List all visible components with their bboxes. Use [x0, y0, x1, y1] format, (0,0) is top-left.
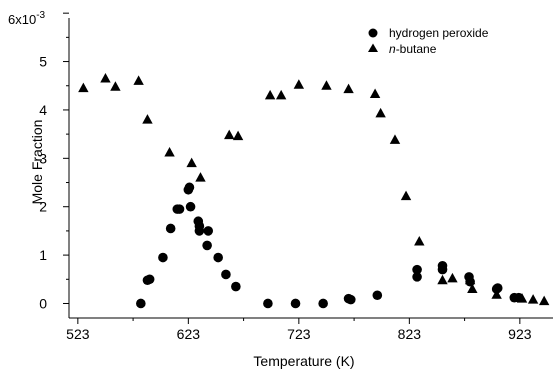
data-point-hydrogen-peroxide	[437, 264, 448, 275]
data-point-hydrogen-peroxide	[221, 269, 231, 280]
data-point-n-butane	[164, 147, 175, 157]
data-point-n-butane	[464, 274, 476, 285]
data-point-hydrogen-peroxide	[165, 223, 176, 234]
y-tick-label: 3	[39, 150, 47, 166]
data-point-hydrogen-peroxide	[318, 298, 328, 309]
data-point-hydrogen-peroxide	[144, 274, 155, 285]
data-point-hydrogen-peroxide	[136, 298, 146, 309]
data-point-n-butane	[224, 129, 235, 140]
series-hydrogen-peroxide	[136, 182, 524, 309]
data-point-hydrogen-peroxide	[492, 283, 503, 293]
x-tick-label: 823	[398, 326, 422, 342]
data-point-hydrogen-peroxide	[203, 226, 214, 236]
data-point-hydrogen-peroxide	[194, 226, 205, 236]
data-point-n-butane	[264, 89, 276, 100]
data-point-n-butane	[142, 114, 153, 124]
data-point-hydrogen-peroxide	[263, 298, 273, 309]
series-n-butane	[78, 72, 550, 306]
x-tick-label: 723	[287, 326, 311, 342]
data-point-hydrogen-peroxide	[174, 204, 185, 214]
x-tick-label: 923	[508, 326, 532, 342]
data-point-n-butane	[369, 88, 381, 98]
legend-marker-n-butane	[368, 43, 378, 52]
data-point-n-butane	[321, 80, 332, 90]
data-point-n-butane	[195, 172, 206, 182]
plot-area	[78, 72, 550, 309]
data-point-n-butane	[389, 134, 401, 144]
data-point-n-butane	[414, 236, 425, 246]
legend: hydrogen peroxide n-butane	[368, 26, 489, 56]
legend-label-n-butane: n-butane	[389, 42, 437, 56]
data-point-n-butane	[133, 75, 144, 85]
data-point-n-butane	[78, 82, 89, 93]
data-point-hydrogen-peroxide	[185, 201, 196, 212]
legend-marker-hydrogen-peroxide	[368, 28, 378, 38]
legend-label-hydrogen-peroxide: hydrogen peroxide	[389, 26, 489, 40]
data-point-n-butane	[110, 81, 121, 91]
data-point-hydrogen-peroxide	[290, 298, 301, 309]
data-point-n-butane	[232, 130, 244, 141]
data-point-hydrogen-peroxide	[184, 182, 195, 193]
x-tick-label: 523	[66, 326, 90, 342]
data-point-hydrogen-peroxide	[202, 240, 212, 251]
y-tick-label: 4	[39, 102, 47, 118]
data-point-hydrogen-peroxide	[158, 252, 168, 263]
y-axis-label: Mole Fraction	[29, 120, 45, 205]
data-point-hydrogen-peroxide	[412, 264, 422, 275]
data-point-n-butane	[527, 294, 539, 304]
data-point-n-butane	[100, 72, 111, 83]
data-point-n-butane	[516, 293, 528, 303]
axes: 523 623 723 823 923 0 1 2 3 4 5	[39, 12, 553, 342]
data-point-hydrogen-peroxide	[412, 272, 422, 282]
y-tick-label: 2	[39, 199, 47, 215]
data-point-n-butane	[437, 274, 448, 285]
y-tick-label: 5	[39, 54, 47, 70]
data-point-n-butane	[186, 157, 197, 168]
data-point-hydrogen-peroxide	[372, 290, 383, 301]
data-point-n-butane	[343, 83, 354, 94]
x-tick-label: 623	[177, 326, 201, 342]
y-tick-label: 1	[39, 247, 47, 263]
y-tick-label: 0	[39, 295, 47, 311]
data-point-hydrogen-peroxide	[231, 281, 241, 292]
data-point-hydrogen-peroxide	[213, 252, 223, 263]
x-axis-label: Temperature (K)	[253, 353, 354, 369]
data-point-n-butane	[293, 79, 305, 89]
data-point-n-butane	[400, 190, 412, 201]
y-exponent-label: 6x10-3	[8, 10, 46, 27]
data-point-n-butane	[447, 272, 458, 283]
data-point-n-butane	[538, 295, 550, 306]
data-point-hydrogen-peroxide	[345, 294, 356, 305]
data-point-n-butane	[491, 289, 502, 299]
data-point-n-butane	[375, 107, 386, 118]
data-point-n-butane	[467, 283, 478, 293]
data-point-n-butane	[275, 89, 287, 100]
